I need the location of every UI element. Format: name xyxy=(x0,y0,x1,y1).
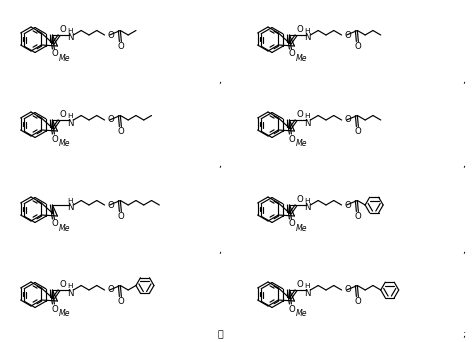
Text: O: O xyxy=(59,25,66,34)
Text: Me: Me xyxy=(295,139,307,148)
Text: O: O xyxy=(296,195,303,204)
Text: N: N xyxy=(67,289,73,298)
Text: Me: Me xyxy=(295,224,307,233)
Text: O: O xyxy=(355,42,362,51)
Text: O: O xyxy=(118,42,125,51)
Text: O: O xyxy=(51,304,58,314)
Text: Me: Me xyxy=(295,309,307,318)
Text: H: H xyxy=(305,28,310,34)
Text: O: O xyxy=(108,116,114,124)
Text: ,: , xyxy=(463,76,465,84)
Text: ,: , xyxy=(219,246,221,254)
Text: O: O xyxy=(288,304,295,314)
Text: H: H xyxy=(68,113,73,119)
Text: Me: Me xyxy=(58,309,70,318)
Text: Me: Me xyxy=(58,54,70,63)
Text: O: O xyxy=(51,50,58,58)
Text: O: O xyxy=(355,127,362,136)
Text: H: H xyxy=(68,283,73,289)
Text: O: O xyxy=(296,280,303,289)
Text: O: O xyxy=(345,30,351,39)
Text: O: O xyxy=(59,110,66,119)
Text: ,: , xyxy=(463,246,465,254)
Text: O: O xyxy=(118,212,125,221)
Text: N: N xyxy=(67,118,73,128)
Text: O: O xyxy=(108,286,114,294)
Text: O: O xyxy=(345,286,351,294)
Text: H: H xyxy=(68,198,73,204)
Text: ,: , xyxy=(219,160,221,170)
Text: H: H xyxy=(305,198,310,204)
Text: ,: , xyxy=(463,160,465,170)
Text: N: N xyxy=(304,34,310,42)
Text: ;: ; xyxy=(462,330,465,340)
Text: O: O xyxy=(288,134,295,144)
Text: Me: Me xyxy=(295,54,307,63)
Text: O: O xyxy=(345,200,351,210)
Text: N: N xyxy=(67,34,73,42)
Text: O: O xyxy=(296,110,303,119)
Text: O: O xyxy=(59,280,66,289)
Text: 或: 或 xyxy=(217,330,223,340)
Text: O: O xyxy=(288,220,295,228)
Text: N: N xyxy=(67,203,73,212)
Text: O: O xyxy=(51,134,58,144)
Text: Me: Me xyxy=(58,224,70,233)
Text: O: O xyxy=(108,30,114,39)
Text: O: O xyxy=(108,200,114,210)
Text: O: O xyxy=(118,297,125,306)
Text: O: O xyxy=(296,25,303,34)
Text: H: H xyxy=(305,283,310,289)
Text: H: H xyxy=(305,113,310,119)
Text: O: O xyxy=(345,116,351,124)
Text: Me: Me xyxy=(58,139,70,148)
Text: N: N xyxy=(304,203,310,212)
Text: O: O xyxy=(355,297,362,306)
Text: ,: , xyxy=(219,76,221,84)
Text: H: H xyxy=(68,28,73,34)
Text: O: O xyxy=(288,50,295,58)
Text: N: N xyxy=(304,289,310,298)
Text: O: O xyxy=(51,220,58,228)
Text: O: O xyxy=(355,212,362,221)
Text: N: N xyxy=(304,118,310,128)
Text: O: O xyxy=(118,127,125,136)
